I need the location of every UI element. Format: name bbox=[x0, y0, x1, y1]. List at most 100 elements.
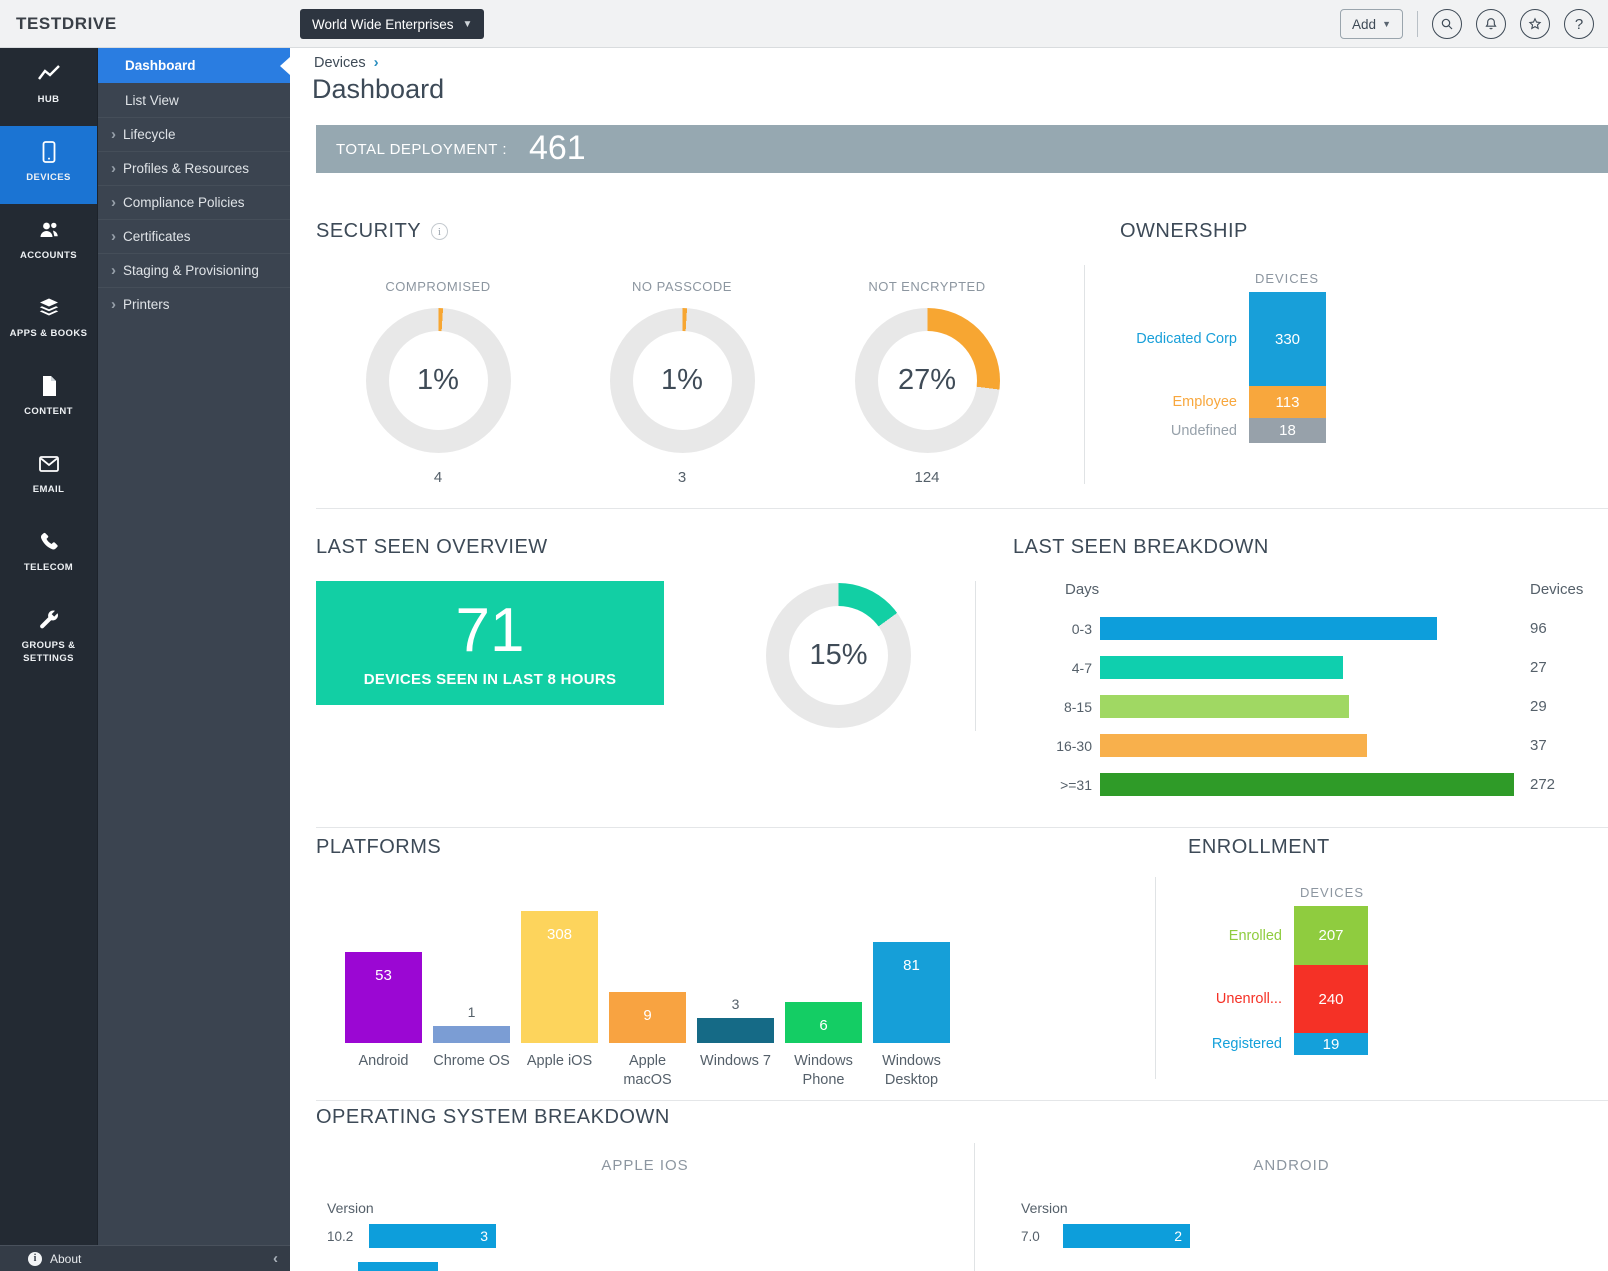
subnav-item-label: Profiles & Resources bbox=[123, 161, 250, 176]
favorites-button[interactable] bbox=[1520, 9, 1550, 39]
breakdown-bar-31-plus[interactable] bbox=[1100, 773, 1514, 796]
donut-label: NO PASSCODE bbox=[632, 279, 732, 294]
sidebar-item-accounts[interactable]: ACCOUNTS bbox=[0, 204, 97, 282]
donut-percent: 1% bbox=[661, 364, 703, 396]
sidebar-item-label: ACCOUNTS bbox=[19, 250, 78, 261]
enrollment-row-enrolled: Enrolled 207 bbox=[1156, 906, 1608, 965]
row-label: 10.2 bbox=[327, 1228, 354, 1244]
platform-bar-android[interactable] bbox=[345, 952, 422, 1043]
platform-bar-windows-7[interactable] bbox=[697, 1018, 774, 1043]
subnav-item-dashboard[interactable]: Dashboard bbox=[98, 48, 290, 83]
chevron-right-icon: › bbox=[111, 160, 116, 177]
compromised-donut-chart[interactable]: 1% bbox=[365, 308, 511, 453]
ownership-segment-undefined[interactable]: 18 bbox=[1249, 418, 1326, 443]
sidebar-item-content[interactable]: CONTENT bbox=[0, 360, 97, 438]
devices-seen-card[interactable]: 71 DEVICES SEEN IN LAST 8 HOURS bbox=[316, 581, 664, 705]
subnav-item-staging-provisioning[interactable]: › Staging & Provisioning bbox=[98, 253, 290, 287]
platform-bar-apple-macos[interactable] bbox=[609, 992, 686, 1043]
about-link[interactable]: About bbox=[50, 1251, 82, 1266]
version-axis-label: Version bbox=[1021, 1200, 1068, 1216]
sidebar-item-groups-settings[interactable]: GROUPS & SETTINGS bbox=[0, 594, 97, 675]
ownership-segment-dedicated-corp[interactable]: 330 bbox=[1249, 292, 1326, 386]
platform-bar-windows-phone[interactable] bbox=[785, 1002, 862, 1043]
platform-bar-chrome-os[interactable] bbox=[433, 1026, 510, 1043]
sidebar-item-hub[interactable]: HUB bbox=[0, 48, 97, 126]
platform-bar-apple-ios[interactable] bbox=[521, 911, 598, 1043]
sidebar-item-label: APPS & BOOKS bbox=[9, 328, 88, 339]
segment-label: Registered bbox=[1211, 1036, 1282, 1052]
help-button[interactable]: ? bbox=[1564, 9, 1594, 39]
devices-subnav: Dashboard List View › Lifecycle › Profiles… bbox=[97, 48, 290, 1271]
enrollment-segment-registered[interactable]: 19 bbox=[1294, 1033, 1368, 1055]
collapse-sidebar-icon[interactable]: ‹ bbox=[273, 1250, 278, 1267]
os-bar-7-0[interactable]: 2 bbox=[1063, 1224, 1190, 1248]
donut-count: 4 bbox=[433, 469, 443, 486]
breakdown-bar-4-7[interactable] bbox=[1100, 656, 1343, 679]
bar-label: Android bbox=[358, 1053, 409, 1069]
last-seen-breakdown-title: LAST SEEN BREAKDOWN bbox=[1013, 536, 1269, 558]
platforms-section-title: PLATFORMS bbox=[316, 836, 442, 858]
add-button-label: Add bbox=[1352, 16, 1377, 32]
row-label: 7.0 bbox=[1021, 1228, 1040, 1244]
os-breakdown-section: OPERATING SYSTEM BREAKDOWN APPLE IOS Ver… bbox=[316, 1106, 1608, 1271]
section-divider bbox=[316, 827, 1608, 828]
subnav-item-label: Compliance Policies bbox=[123, 195, 245, 210]
sidebar-item-label: TELECOM bbox=[23, 562, 74, 573]
chevron-right-icon: › bbox=[111, 194, 116, 211]
sidebar-item-email[interactable]: EMAIL bbox=[0, 438, 97, 516]
sidebar-item-telecom[interactable]: TELECOM bbox=[0, 516, 97, 594]
chevron-right-icon: › bbox=[111, 296, 116, 313]
breakdown-bar-8-15[interactable] bbox=[1100, 695, 1349, 718]
platforms-section: PLATFORMS 53 Android 1 Chrome OS 308 App… bbox=[316, 836, 986, 1090]
subnav-item-compliance-policies[interactable]: › Compliance Policies bbox=[98, 185, 290, 219]
android-os-column: ANDROID Version 7.0 2 bbox=[975, 1143, 1608, 1271]
devices-seen-count: 71 bbox=[455, 595, 525, 665]
breakdown-bar-0-3[interactable] bbox=[1100, 617, 1437, 640]
sidebar-item-label: HUB bbox=[37, 94, 60, 105]
subnav-item-list-view[interactable]: List View bbox=[98, 83, 290, 117]
security-section-title: SECURITY bbox=[316, 220, 422, 242]
subnav-item-label: List View bbox=[125, 92, 179, 108]
enrollment-segment-enrolled[interactable]: 207 bbox=[1294, 906, 1368, 965]
enrollment-segment-unenrolled[interactable]: 240 bbox=[1294, 965, 1368, 1033]
subnav-item-lifecycle[interactable]: › Lifecycle bbox=[98, 117, 290, 151]
last-seen-overview-title: LAST SEEN OVERVIEW bbox=[316, 536, 548, 558]
platform-apple-macos: 9 Apple macOS bbox=[609, 883, 686, 1090]
os-bar-partial[interactable] bbox=[358, 1262, 438, 1271]
search-button[interactable] bbox=[1432, 9, 1462, 39]
apple-ios-os-column: APPLE IOS Version 10.2 3 bbox=[316, 1143, 975, 1271]
os-bar-10-2[interactable]: 3 bbox=[369, 1224, 496, 1248]
os-breakdown-title: OPERATING SYSTEM BREAKDOWN bbox=[316, 1106, 670, 1128]
segment-label: Employee bbox=[1172, 394, 1237, 410]
ownership-section: OWNERSHIP DEVICES Dedicated Corp 330 Emp… bbox=[1084, 220, 1608, 484]
sidebar-item-devices[interactable]: DEVICES bbox=[0, 126, 97, 204]
subnav-item-profiles-resources[interactable]: › Profiles & Resources bbox=[98, 151, 290, 185]
breakdown-row-8-15: 8-15 29 bbox=[1013, 687, 1608, 726]
not-encrypted-donut-chart[interactable]: 27% bbox=[854, 308, 1000, 453]
no-passcode-donut-chart[interactable]: 1% bbox=[609, 308, 755, 453]
chevron-right-icon: › bbox=[373, 54, 379, 71]
info-icon[interactable]: i bbox=[431, 223, 449, 240]
ownership-segment-employee[interactable]: 113 bbox=[1249, 386, 1326, 418]
notifications-button[interactable] bbox=[1476, 9, 1506, 39]
bar-label: Windows Phone bbox=[794, 1053, 853, 1088]
bar-value: 308 bbox=[546, 926, 573, 943]
subnav-item-certificates[interactable]: › Certificates bbox=[98, 219, 290, 253]
organization-selector[interactable]: World Wide Enterprises ▼ bbox=[300, 9, 485, 39]
subnav-item-printers[interactable]: › Printers bbox=[98, 287, 290, 321]
row-label: 8-15 bbox=[1063, 698, 1092, 715]
breakdown-bar-16-30[interactable] bbox=[1100, 734, 1367, 757]
platform-bar-windows-desktop[interactable] bbox=[873, 942, 950, 1043]
page-title: Dashboard bbox=[312, 74, 445, 104]
last-seen-donut-chart[interactable]: 15% bbox=[766, 583, 911, 728]
donut-count: 124 bbox=[914, 469, 940, 486]
sidebar-item-apps-books[interactable]: APPS & BOOKS bbox=[0, 282, 97, 360]
subnav-item-label: Certificates bbox=[123, 229, 191, 244]
sidebar-item-label: GROUPS & SETTINGS bbox=[21, 640, 76, 664]
compromised-donut-block: COMPROMISED 1% 4 bbox=[348, 279, 528, 486]
add-button[interactable]: Add ▼ bbox=[1340, 9, 1403, 39]
android-header: ANDROID bbox=[1253, 1157, 1330, 1174]
star-icon bbox=[1528, 17, 1542, 30]
bar-value: 3 bbox=[731, 996, 740, 1012]
breadcrumb-devices[interactable]: Devices bbox=[314, 54, 366, 71]
